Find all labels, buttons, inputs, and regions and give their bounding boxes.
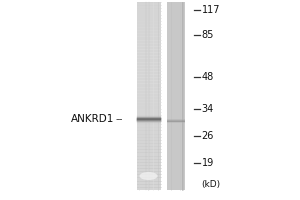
Text: 117: 117 [202, 5, 220, 15]
Bar [167, 2, 184, 190]
Text: 85: 85 [202, 30, 214, 40]
Text: (kD): (kD) [202, 180, 221, 190]
Text: 34: 34 [202, 104, 214, 114]
Ellipse shape [140, 172, 158, 180]
Text: 26: 26 [202, 131, 214, 141]
Text: --: -- [116, 114, 123, 124]
Bar [136, 2, 160, 190]
Text: 19: 19 [202, 158, 214, 168]
Text: 48: 48 [202, 72, 214, 82]
Text: ANKRD1: ANKRD1 [70, 114, 114, 124]
